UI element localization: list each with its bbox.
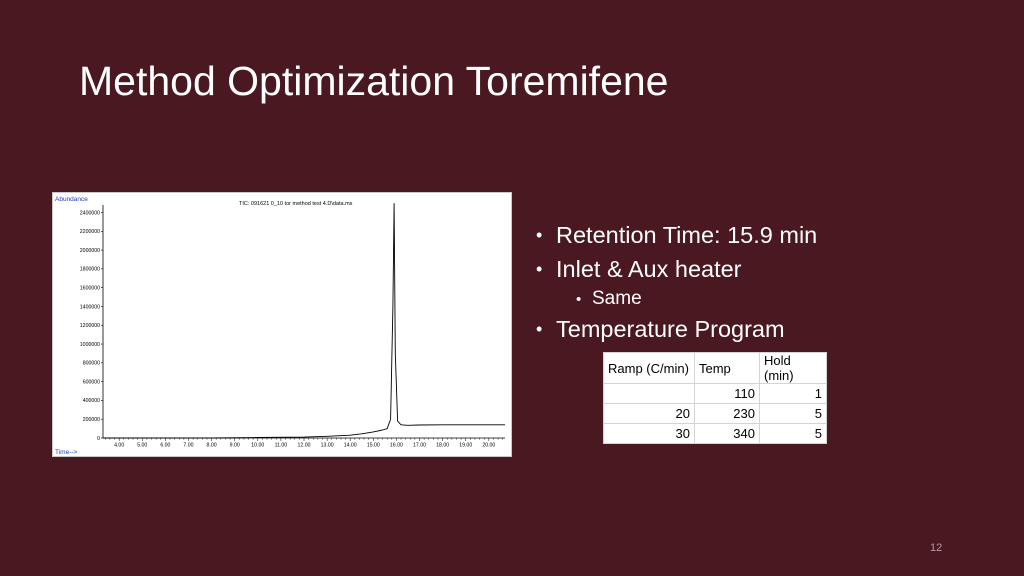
table-header-cell: Temp — [694, 352, 760, 384]
table-cell — [603, 383, 695, 404]
x-tick-label: 4.00 — [114, 443, 124, 449]
bullet-item: • Retention Time: 15.9 min — [536, 218, 817, 252]
table-row: 110 1 — [603, 383, 827, 404]
x-tick-label: 6.00 — [160, 443, 170, 449]
x-tick-label: 15.00 — [367, 443, 380, 449]
x-tick-label: 19.00 — [459, 443, 472, 449]
table-cell: 340 — [694, 423, 760, 444]
x-tick-label: 9.00 — [230, 443, 240, 449]
y-axis-label: Abundance — [55, 196, 88, 203]
chart-trace-group — [103, 203, 505, 439]
table-cell: 20 — [603, 403, 695, 424]
bullet-dot-icon: • — [576, 290, 582, 308]
bullet-dot-icon: • — [536, 224, 543, 245]
slide-title: Method Optimization Toremifene — [79, 58, 669, 104]
table-cell: 30 — [603, 423, 695, 444]
table-row: 30 340 5 — [603, 423, 827, 444]
bullet-list: • Retention Time: 15.9 min • Inlet & Aux… — [536, 218, 817, 346]
table-header-cell: Ramp (C/min) — [603, 352, 695, 384]
bullet-text: Inlet & Aux heater — [556, 255, 742, 282]
y-tick-label: 1600000 — [80, 285, 100, 291]
chromatogram-svg: Abundance TIC: 091621 0_10 tor method te… — [55, 196, 505, 456]
bullet-item: • Inlet & Aux heater — [536, 252, 817, 286]
chromatogram-chart: Abundance TIC: 091621 0_10 tor method te… — [52, 192, 512, 457]
bullet-item: • Temperature Program — [536, 312, 817, 346]
table-cell: 230 — [694, 403, 760, 424]
x-tick-label: 7.00 — [183, 443, 193, 449]
x-tick-label: 11.00 — [275, 443, 288, 449]
chart-title: TIC: 091621 0_10 tor method test 4.D\dat… — [239, 201, 353, 207]
x-tick-label: 14.00 — [344, 443, 357, 449]
sub-bullet-text: Same — [592, 288, 642, 309]
x-tick-label: 5.00 — [137, 443, 147, 449]
x-tick-label: 16.00 — [390, 443, 403, 449]
x-tick-label: 8.00 — [207, 443, 217, 449]
table-cell: 110 — [694, 383, 760, 404]
y-tick-label: 200000 — [83, 417, 100, 423]
table-header-row: Ramp (C/min) Temp Hold (min) — [603, 352, 827, 384]
bullet-text: Retention Time: 15.9 min — [556, 221, 818, 248]
y-tick-label: 2200000 — [80, 229, 100, 235]
y-tick-label: 2000000 — [80, 248, 100, 254]
y-tick-label: 400000 — [83, 398, 100, 404]
slide-number: 12 — [930, 542, 943, 554]
bullet-text: Temperature Program — [556, 315, 785, 342]
y-tick-label: 0 — [97, 436, 100, 442]
series-line — [103, 203, 505, 439]
table-header-cell: Hold (min) — [759, 352, 827, 384]
y-tick-label: 800000 — [83, 361, 100, 367]
x-tick-label: 20.00 — [482, 443, 495, 449]
table-cell: 5 — [759, 423, 827, 444]
y-tick-label: 600000 — [83, 379, 100, 385]
table-cell: 1 — [759, 383, 827, 404]
table-row: 20 230 5 — [603, 403, 827, 424]
y-tick-label: 1400000 — [80, 304, 100, 310]
x-axis-label: Time--> — [55, 449, 78, 456]
x-tick-label: 13.00 — [321, 443, 334, 449]
x-tick-label: 10.00 — [251, 443, 264, 449]
bullet-dot-icon: • — [536, 318, 543, 339]
x-tick-label: 18.00 — [436, 443, 449, 449]
temperature-program-table: Ramp (C/min) Temp Hold (min) 110 1 20 23… — [603, 352, 827, 444]
table-cell: 5 — [759, 403, 827, 424]
chart-axes: 0 200000 400000 600000 800000 1000000 1200000 1… — [80, 205, 505, 449]
y-tick-label: 1200000 — [80, 323, 100, 329]
bullet-dot-icon: • — [536, 258, 543, 279]
y-tick-label: 1800000 — [80, 267, 100, 273]
sub-bullet-item: • Same — [536, 286, 817, 312]
y-tick-label: 2400000 — [80, 210, 100, 216]
x-tick-label: 12.00 — [298, 443, 311, 449]
y-tick-label: 1000000 — [80, 342, 100, 348]
x-tick-label: 17.00 — [413, 443, 426, 449]
